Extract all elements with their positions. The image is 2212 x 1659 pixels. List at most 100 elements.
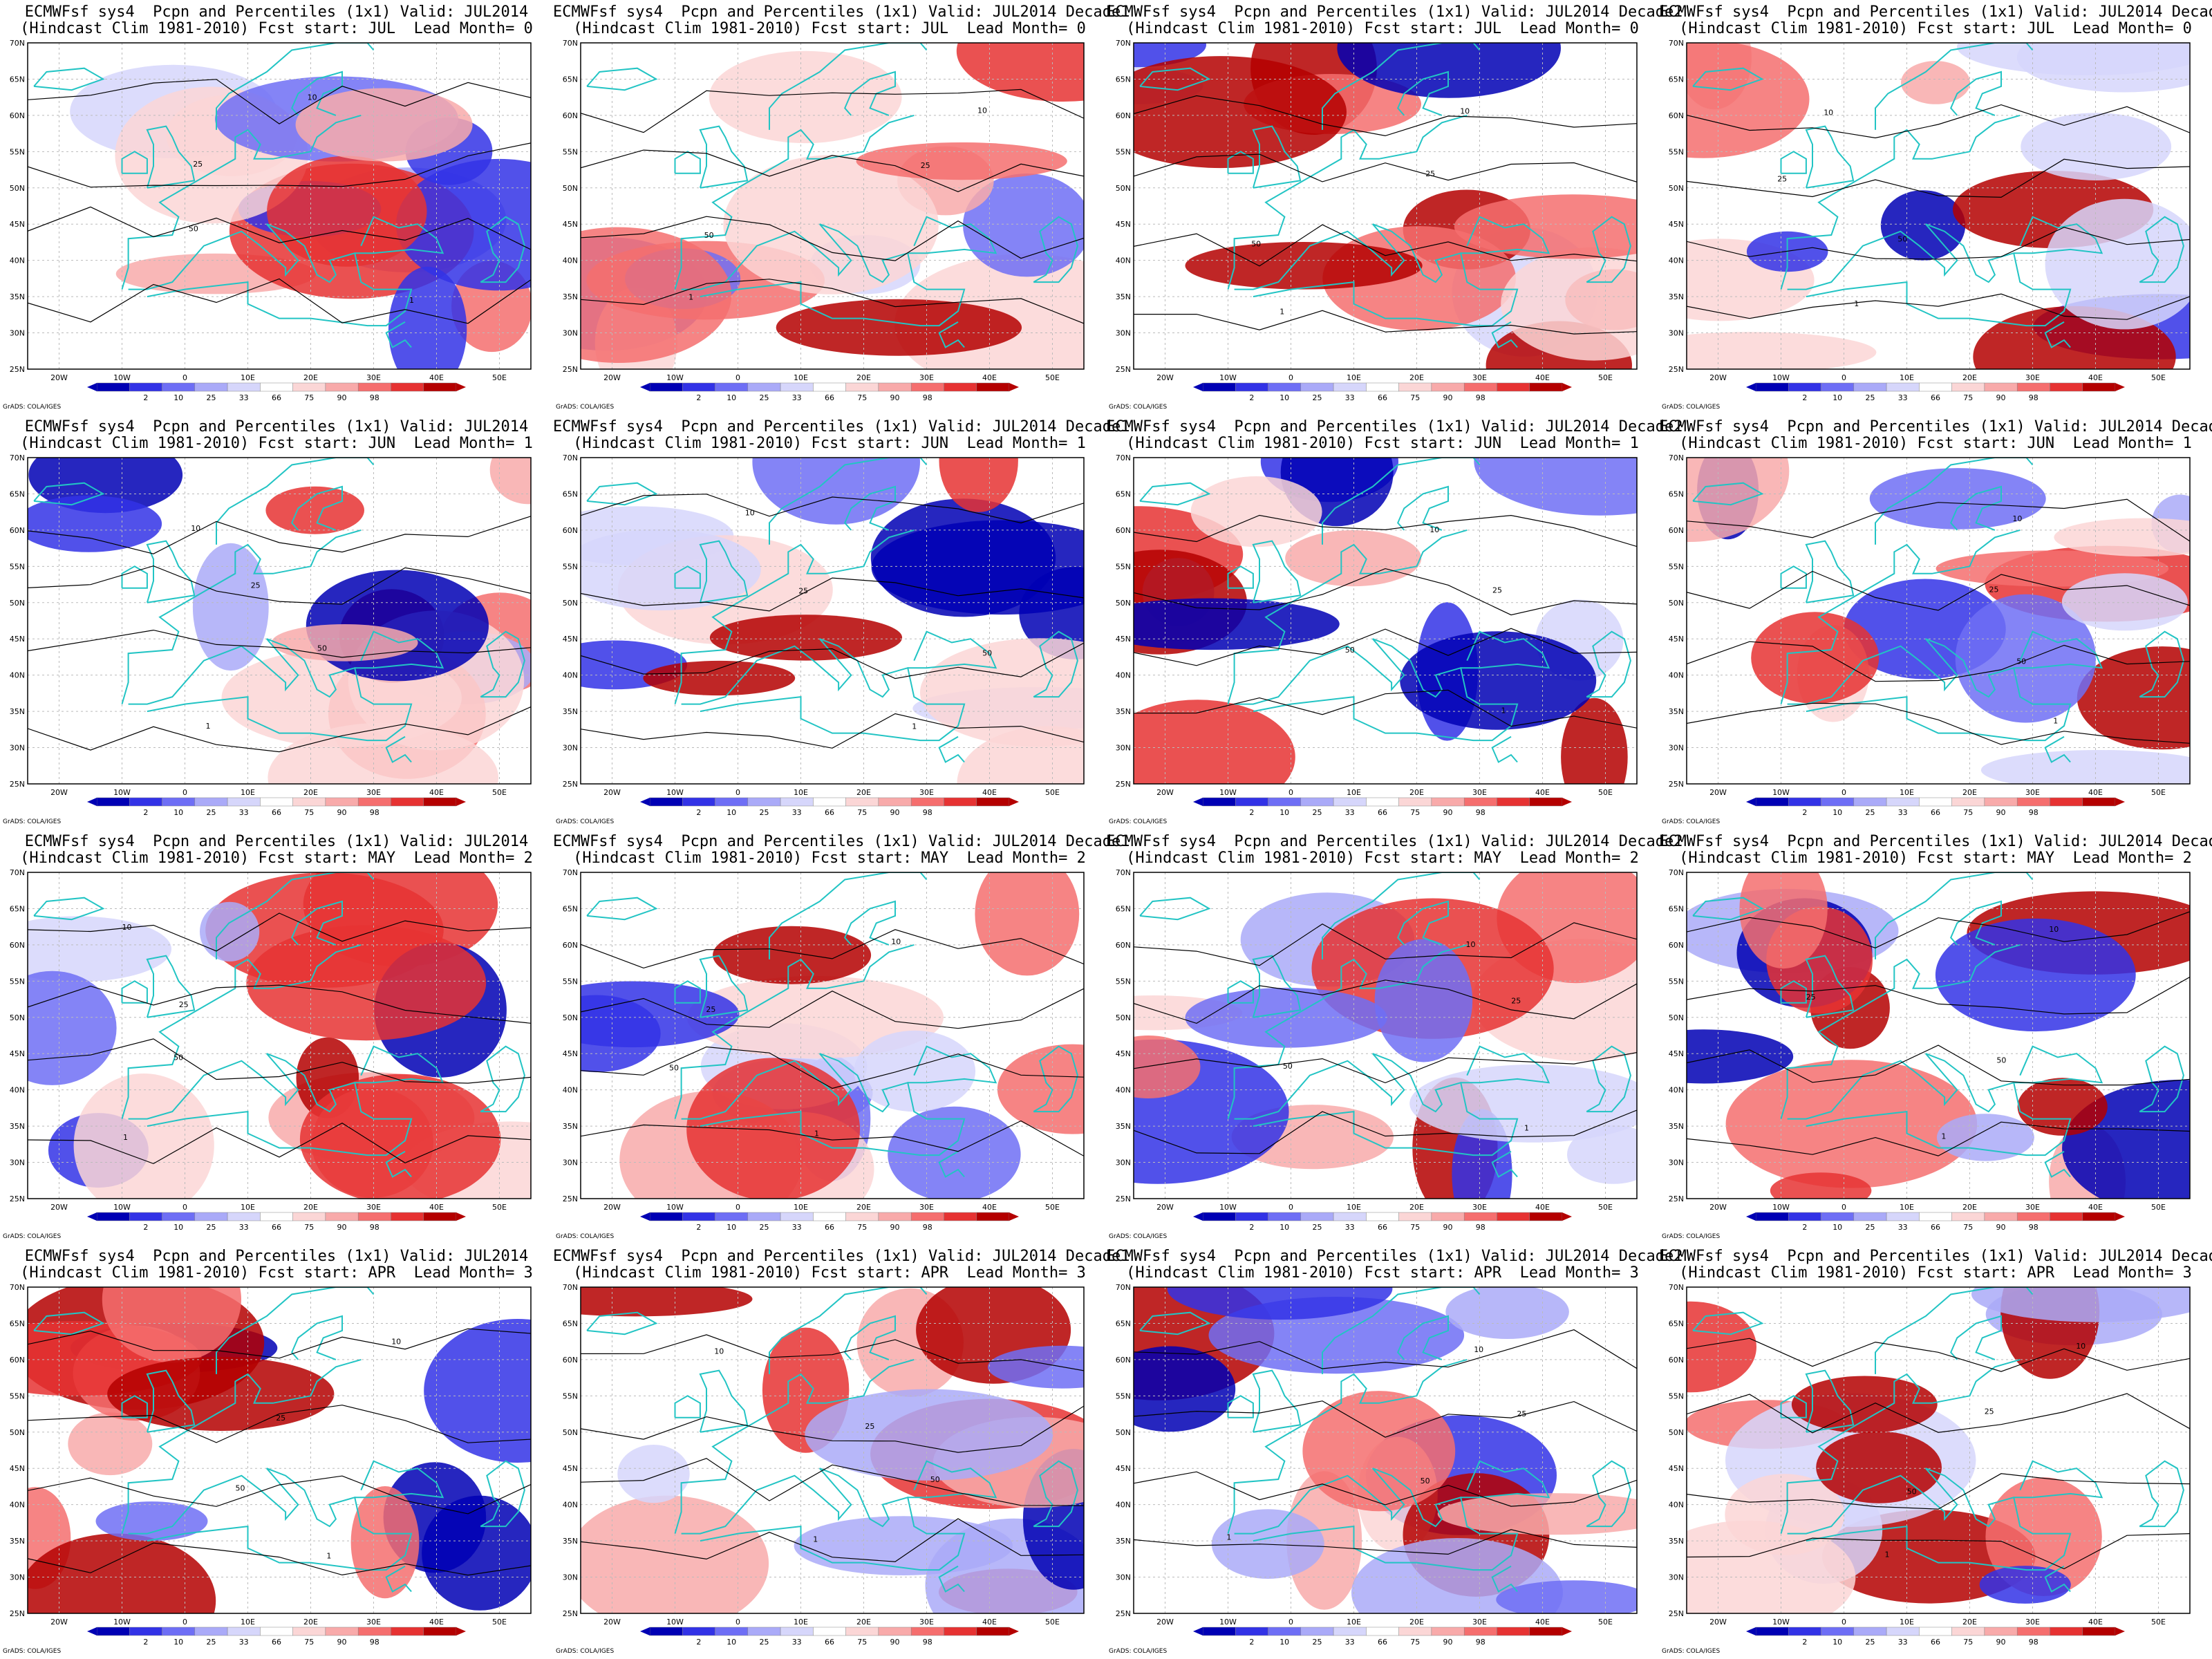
grads-credit: GrADS: COLA/IGES: [1662, 818, 1721, 825]
coastline: [121, 980, 148, 1004]
colorbar-swatch: [1235, 1627, 1268, 1636]
colorbar-label: 98: [370, 808, 379, 817]
lon-tick-label: 30E: [366, 1203, 381, 1212]
wet-anomaly-region: [2054, 518, 2190, 556]
colorbar-swatch: [1268, 797, 1302, 807]
colorbar-swatch: [227, 797, 261, 807]
coastline: [2139, 630, 2184, 698]
wet-anomaly-region: [1285, 530, 1422, 587]
colorbar-swatch: [423, 382, 457, 392]
colorbar-swatch: [747, 1212, 781, 1221]
colorbar-label: 90: [1996, 1223, 2006, 1232]
coastline: [674, 529, 915, 704]
coastline: [674, 151, 701, 174]
climatology-contour: [28, 278, 531, 324]
colorbar-label: 25: [1866, 1223, 1875, 1232]
lat-tick-label: 70N: [563, 1283, 578, 1292]
coastline: [1252, 1369, 1302, 1433]
climatology-contour: [1134, 568, 1637, 616]
coastline: [2044, 1150, 2071, 1178]
colorbar-label: 66: [825, 1638, 834, 1647]
colorbar-swatch: [423, 1212, 457, 1221]
colorbar-label: 75: [304, 1223, 314, 1232]
contour-label: 50: [236, 1483, 245, 1492]
coastline: [121, 1395, 148, 1418]
colorbar-swatch: [194, 797, 228, 807]
colorbar-swatch: [1919, 382, 1952, 392]
grads-credit: GrADS: COLA/IGES: [556, 1233, 615, 1240]
lon-tick-label: 30E: [2025, 1203, 2040, 1212]
colorbar-swatch: [162, 797, 196, 807]
coastline: [938, 735, 965, 763]
colorbar-swatch: [1268, 1627, 1302, 1636]
lon-tick-label: 0: [1841, 1203, 1846, 1212]
lat-tick-label: 40N: [1669, 671, 1684, 680]
coastline: [1780, 114, 2021, 290]
dry-anomaly-region: [1980, 750, 2190, 784]
precip-percentile-map: 10 25 50 1 70N 65N 60N 55N 50N 45N 40N 35N 30N 25N 20W…: [10, 453, 532, 817]
colorbar-label: 98: [923, 808, 932, 817]
colorbar-high-arrow: [456, 1212, 466, 1221]
lat-tick-label: 45N: [1116, 1049, 1131, 1058]
map-frame: [1133, 872, 1638, 1199]
colorbar-high-arrow: [1562, 1627, 1572, 1635]
coastline: [1227, 151, 1254, 174]
climatology-contour: [1134, 1471, 1637, 1507]
lat-tick-label: 60N: [10, 1356, 25, 1365]
contour-label: 10: [2012, 514, 2022, 523]
lon-tick-label: 20W: [1156, 788, 1174, 797]
colorbar-swatch: [1788, 797, 1821, 807]
colorbar-label: 98: [370, 393, 379, 402]
lon-tick-label: 30E: [366, 788, 381, 797]
colorbar-label: 33: [239, 393, 249, 402]
coastline: [33, 482, 105, 506]
contour-label: 25: [1985, 1407, 1994, 1416]
wet-anomaly-region: [997, 1044, 1084, 1134]
coastline: [699, 540, 749, 603]
coastline: [674, 944, 915, 1119]
lat-tick-label: 55N: [563, 977, 578, 986]
colorbar-label: 25: [1313, 808, 1322, 817]
colorbar-swatch: [194, 382, 228, 392]
lat-tick-label: 70N: [10, 453, 25, 462]
lon-tick-label: 10E: [794, 1203, 808, 1212]
lat-tick-label: 50N: [1669, 184, 1684, 193]
colorbar-label: 75: [1963, 1223, 1973, 1232]
lat-tick-label: 45N: [563, 220, 578, 229]
lon-tick-label: 40E: [1535, 1203, 1550, 1212]
climatology-contour: [581, 1405, 1084, 1453]
colorbar-swatch: [1755, 797, 1789, 807]
coastline: [291, 1315, 343, 1360]
lat-tick-label: 50N: [563, 1013, 578, 1022]
colorbar-swatch: [1463, 797, 1497, 807]
colorbar-low-arrow: [1193, 798, 1203, 806]
lat-tick-label: 30N: [1669, 1159, 1684, 1168]
lat-tick-label: 70N: [563, 868, 578, 877]
colorbar-swatch: [1333, 1627, 1367, 1636]
colorbar-swatch: [1463, 1212, 1497, 1221]
colorbar-swatch: [1497, 382, 1530, 392]
colorbar-label: 75: [1963, 808, 1973, 817]
colorbar-swatch: [1788, 1627, 1821, 1636]
colorbar-swatch: [1300, 797, 1334, 807]
coastline: [1805, 955, 1855, 1018]
dry-anomaly-region: [854, 1030, 976, 1112]
wet-anomaly-region: [1302, 1391, 1456, 1512]
colorbar-swatch: [292, 1212, 326, 1221]
lat-tick-label: 50N: [10, 184, 25, 193]
colorbar-label: 90: [1996, 393, 2006, 402]
climatology-contour: [1134, 95, 1637, 137]
coastline: [1227, 980, 1254, 1004]
colorbar-label: 90: [337, 393, 347, 402]
dry-anomaly-region: [2045, 198, 2190, 330]
contour-label: 10: [1466, 940, 1476, 949]
lon-tick-label: 50E: [492, 1618, 507, 1627]
colorbar-high-arrow: [1562, 1212, 1572, 1221]
coastline: [480, 216, 525, 283]
coastline: [1787, 1468, 2072, 1571]
colorbar-label: 66: [272, 1638, 281, 1647]
contour-label: 1: [1226, 1533, 1231, 1541]
climatology-contour: [581, 1334, 1084, 1371]
wet-anomaly-region: [975, 872, 1080, 976]
percentile-shading: 10 25 50 1: [581, 1287, 1084, 1613]
